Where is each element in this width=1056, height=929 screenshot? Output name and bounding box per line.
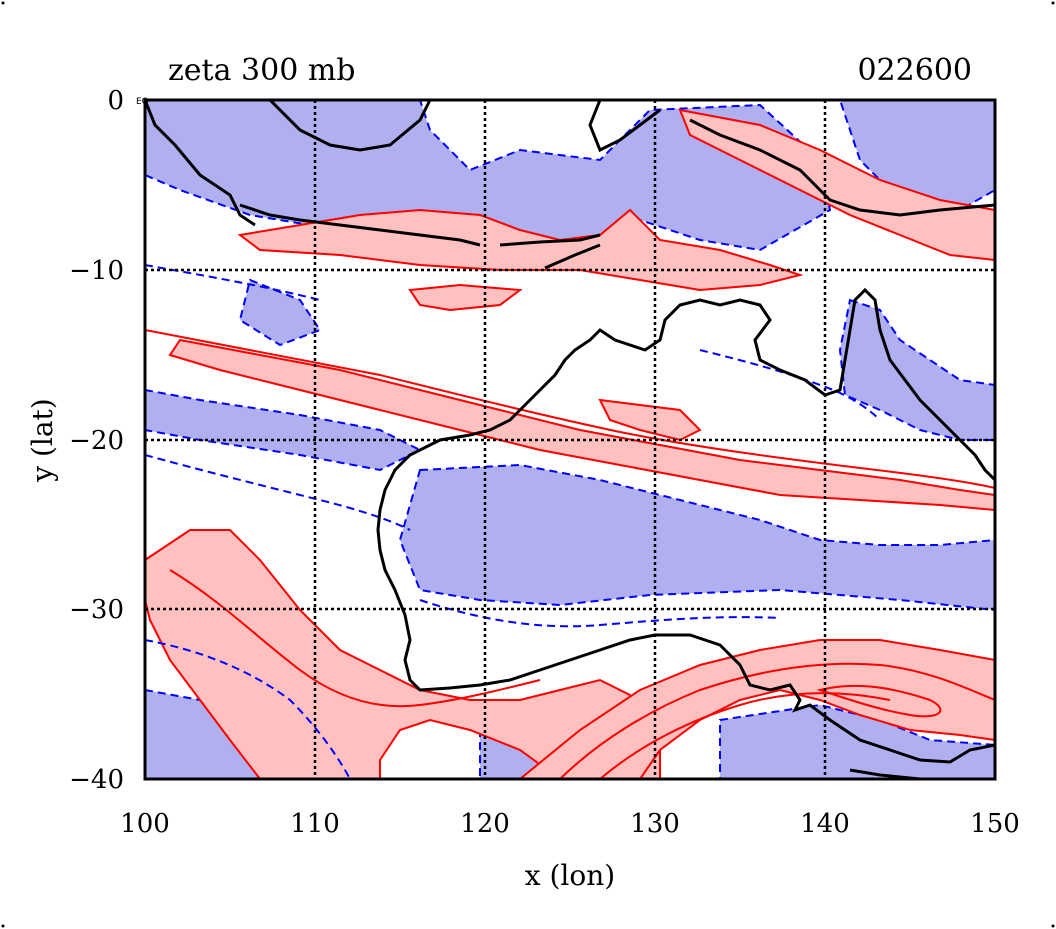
positive-contours xyxy=(145,329,995,779)
x-axis-label: x (lon) xyxy=(525,859,615,892)
positive-region-jet-band xyxy=(168,338,995,512)
y-tick-label: −10 xyxy=(69,256,124,286)
coastline-sumatra xyxy=(145,100,256,227)
negative-region-central xyxy=(398,463,995,612)
y-axis-label: y (lat) xyxy=(26,398,59,482)
x-tick-label: 120 xyxy=(460,809,510,839)
x-tick-label: 110 xyxy=(290,809,340,839)
map-timestamp: 022600 xyxy=(857,53,972,88)
equator-mark: EQ xyxy=(136,97,149,107)
x-tick-label: 130 xyxy=(630,809,680,839)
coastlines xyxy=(145,100,995,779)
coastline-sulawesi xyxy=(588,100,661,153)
plot-area xyxy=(145,100,995,779)
y-tick-label: −20 xyxy=(69,426,124,456)
x-tick-label: 140 xyxy=(800,809,850,839)
x-tick-label: 150 xyxy=(970,809,1020,839)
x-axis: 100 110 120 130 140 150 xyxy=(120,809,1020,839)
y-tick-label: 0 xyxy=(107,86,124,116)
y-axis: 0 −10 −20 −30 −40 xyxy=(69,86,124,795)
coastline-lesser-sunda xyxy=(499,233,601,270)
positive-region-northwest-coast xyxy=(598,398,702,442)
positive-vorticity-fill xyxy=(145,108,995,779)
plot-frame xyxy=(143,98,997,781)
y-tick-label: −40 xyxy=(69,765,124,795)
coastline-borneo xyxy=(268,100,432,152)
negative-region-northeast-coast xyxy=(838,298,995,441)
grid-lines xyxy=(145,100,995,779)
negative-contours xyxy=(145,264,881,779)
coastline-australia xyxy=(376,287,995,764)
coastline-java xyxy=(239,203,481,247)
coastline-new-guinea xyxy=(689,118,995,217)
positive-region-timor xyxy=(408,283,523,312)
negative-region-band-1 xyxy=(145,388,423,472)
negative-region-northeast xyxy=(838,100,995,212)
map-title: zeta 300 mb xyxy=(168,53,356,88)
x-tick-label: 100 xyxy=(120,809,170,839)
y-tick-label: −30 xyxy=(69,595,124,625)
positive-region-banda-sea xyxy=(678,108,995,262)
positive-region-southwest-jet xyxy=(145,529,661,779)
negative-region-west xyxy=(238,278,322,347)
